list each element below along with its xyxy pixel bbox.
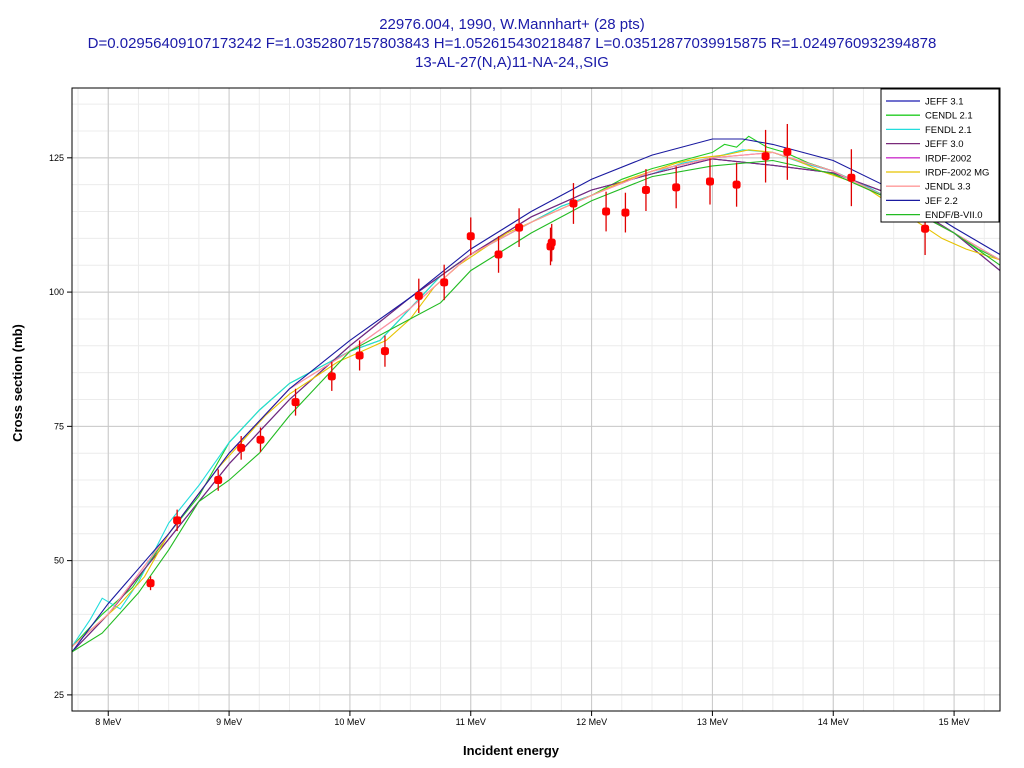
data-point bbox=[466, 232, 475, 241]
chart-title-line-2: D=0.02956409107173242 F=1.03528071578038… bbox=[88, 35, 937, 52]
data-point bbox=[672, 183, 681, 192]
data-point bbox=[921, 224, 930, 233]
y-tick-label: 125 bbox=[49, 153, 64, 163]
legend-label: ENDF/B-VII.0 bbox=[925, 210, 983, 221]
series-line bbox=[71, 159, 1001, 653]
data-point bbox=[547, 238, 556, 247]
y-tick-label: 50 bbox=[54, 556, 64, 566]
data-point bbox=[380, 347, 389, 356]
legend-label: JEF 2.2 bbox=[925, 196, 958, 207]
data-point bbox=[214, 476, 223, 485]
grid bbox=[72, 88, 1000, 711]
x-tick-label: 8 MeV bbox=[95, 717, 121, 727]
data-point bbox=[237, 443, 246, 452]
data-point bbox=[602, 207, 611, 216]
data-point bbox=[256, 435, 265, 444]
series-line bbox=[71, 135, 1001, 647]
x-tick-label: 14 MeV bbox=[818, 717, 849, 727]
x-tick-label: 9 MeV bbox=[216, 717, 242, 727]
x-axis-title: Incident energy bbox=[463, 743, 560, 758]
y-tick-label: 75 bbox=[54, 421, 64, 431]
data-point bbox=[515, 223, 524, 232]
series-line bbox=[71, 149, 1001, 648]
chart-title-line-1: 22976.004, 1990, W.Mannhart+ (28 pts) bbox=[379, 16, 645, 33]
y-axis-title: Cross section (mb) bbox=[10, 324, 25, 442]
data-point bbox=[494, 250, 503, 259]
legend-label: JEFF 3.0 bbox=[925, 139, 964, 150]
legend-label: IRDF-2002 MG bbox=[925, 168, 989, 179]
legend-label: CENDL 2.1 bbox=[925, 111, 973, 122]
data-point bbox=[761, 152, 770, 161]
data-point bbox=[146, 579, 155, 588]
data-point bbox=[327, 372, 336, 381]
axis-ticks: 8 MeV 9 MeV 10 MeV 11 MeV 12 MeV 13 MeV 14 MeV… bbox=[49, 153, 970, 727]
x-tick-label: 11 MeV bbox=[456, 717, 486, 727]
series-lines bbox=[71, 135, 1001, 653]
legend: JEFF 3.1 CENDL 2.1 FENDL 2.1 JEFF 3.0 IRDF-2… bbox=[880, 88, 1000, 223]
x-tick-label: 10 MeV bbox=[334, 717, 365, 727]
measurement-points bbox=[146, 123, 930, 591]
legend-label: FENDL 2.1 bbox=[925, 125, 972, 136]
x-tick-label: 15 MeV bbox=[939, 717, 970, 727]
x-tick-label: 12 MeV bbox=[576, 717, 607, 727]
data-point bbox=[847, 173, 856, 182]
series-line bbox=[71, 138, 1001, 653]
data-point bbox=[621, 208, 630, 217]
x-tick-label: 13 MeV bbox=[697, 717, 728, 727]
data-point bbox=[569, 199, 578, 208]
y-tick-label: 100 bbox=[49, 287, 64, 297]
plot-frame bbox=[71, 87, 1001, 712]
series-line bbox=[71, 149, 1001, 647]
data-point bbox=[706, 177, 714, 186]
data-point bbox=[732, 180, 741, 189]
legend-label: JEFF 3.1 bbox=[925, 97, 964, 108]
chart-title-line-3: 13-AL-27(N,A)11-NA-24,,SIG bbox=[415, 54, 609, 71]
data-point bbox=[173, 516, 182, 525]
series-line bbox=[71, 158, 1001, 653]
data-point bbox=[783, 147, 792, 156]
series-line bbox=[71, 158, 1001, 653]
data-point bbox=[641, 186, 650, 195]
data-point bbox=[291, 398, 300, 407]
data-point bbox=[355, 351, 364, 360]
y-tick-label: 25 bbox=[54, 690, 64, 700]
data-point bbox=[414, 291, 423, 300]
data-point bbox=[440, 278, 449, 287]
legend-label: IRDF-2002 bbox=[925, 153, 971, 164]
legend-label: JENDL 3.3 bbox=[925, 182, 971, 193]
